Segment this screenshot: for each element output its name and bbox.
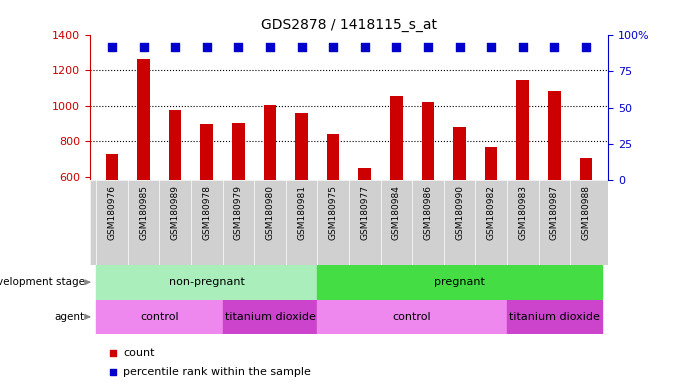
Bar xyxy=(580,158,592,180)
Bar xyxy=(200,124,213,180)
Bar xyxy=(138,59,150,180)
Point xyxy=(486,44,497,50)
Text: GSM180984: GSM180984 xyxy=(392,185,401,240)
Text: GSM180977: GSM180977 xyxy=(360,185,369,240)
Bar xyxy=(317,265,602,300)
Text: titanium dioxide: titanium dioxide xyxy=(509,312,600,322)
Bar xyxy=(507,300,602,334)
Text: control: control xyxy=(393,312,431,322)
Text: titanium dioxide: titanium dioxide xyxy=(225,312,315,322)
Bar xyxy=(390,96,403,180)
Bar xyxy=(485,147,498,180)
Text: GSM180985: GSM180985 xyxy=(139,185,148,240)
Text: GSM180990: GSM180990 xyxy=(455,185,464,240)
Text: non-pregnant: non-pregnant xyxy=(169,277,245,287)
Bar xyxy=(232,122,245,180)
Bar xyxy=(96,300,223,334)
Bar xyxy=(548,91,560,180)
Point xyxy=(108,350,119,356)
Text: pregnant: pregnant xyxy=(434,277,485,287)
Text: GSM180976: GSM180976 xyxy=(107,185,117,240)
Bar xyxy=(317,300,507,334)
Text: GSM180982: GSM180982 xyxy=(486,185,495,240)
Bar xyxy=(223,300,317,334)
Point xyxy=(108,369,119,376)
Bar xyxy=(106,154,118,180)
Point xyxy=(422,44,433,50)
Text: GSM180983: GSM180983 xyxy=(518,185,527,240)
Text: GSM180988: GSM180988 xyxy=(581,185,591,240)
Text: GSM180978: GSM180978 xyxy=(202,185,211,240)
Bar xyxy=(96,265,317,300)
Point xyxy=(359,44,370,50)
Point xyxy=(549,44,560,50)
Text: GSM180986: GSM180986 xyxy=(424,185,433,240)
Text: GSM180975: GSM180975 xyxy=(329,185,338,240)
Bar xyxy=(422,102,434,180)
Point xyxy=(106,44,117,50)
Point xyxy=(454,44,465,50)
Title: GDS2878 / 1418115_s_at: GDS2878 / 1418115_s_at xyxy=(261,18,437,32)
Point xyxy=(296,44,307,50)
Text: GSM180979: GSM180979 xyxy=(234,185,243,240)
Text: count: count xyxy=(123,348,155,358)
Bar xyxy=(327,134,339,180)
Bar xyxy=(453,127,466,180)
Text: agent: agent xyxy=(55,312,84,322)
Text: control: control xyxy=(140,312,179,322)
Text: GSM180987: GSM180987 xyxy=(550,185,559,240)
Point xyxy=(169,44,180,50)
Point xyxy=(518,44,529,50)
Point xyxy=(265,44,276,50)
Point xyxy=(138,44,149,50)
Text: GSM180989: GSM180989 xyxy=(171,185,180,240)
Text: GSM180981: GSM180981 xyxy=(297,185,306,240)
Point xyxy=(391,44,402,50)
Bar xyxy=(359,168,371,180)
Point xyxy=(233,44,244,50)
Bar xyxy=(264,105,276,180)
Bar xyxy=(169,110,182,180)
Text: GSM180980: GSM180980 xyxy=(265,185,274,240)
Point xyxy=(201,44,212,50)
Point xyxy=(580,44,591,50)
Point xyxy=(328,44,339,50)
Bar xyxy=(295,113,308,180)
Bar xyxy=(516,80,529,180)
Text: development stage: development stage xyxy=(0,277,84,287)
Text: percentile rank within the sample: percentile rank within the sample xyxy=(123,367,311,377)
